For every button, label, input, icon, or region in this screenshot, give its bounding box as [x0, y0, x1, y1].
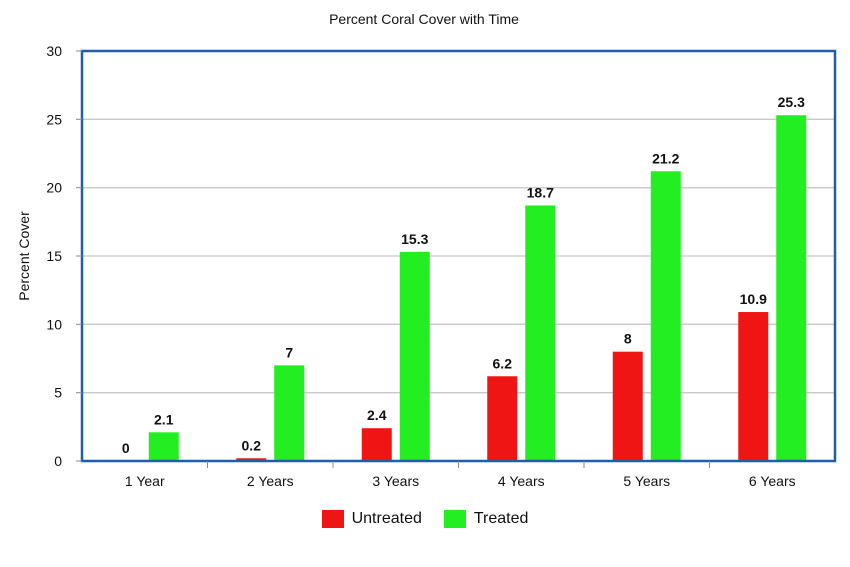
bar-chart: Percent Coral Cover with Time Percent Co…: [16, 11, 837, 489]
legend: Untreated Treated: [0, 510, 850, 528]
data-label: 18.7: [527, 184, 554, 200]
y-tick-label: 30: [46, 43, 62, 59]
bar-treated: [274, 365, 305, 461]
x-tick-label: 3 Years: [372, 473, 419, 489]
legend-swatch-untreated: [321, 510, 344, 528]
axis-ticks: 0 5 10 15 20 25 30 1 Year 2 Years 3 Years 4 Years 5…: [46, 43, 795, 489]
y-axis-label: Percent Cover: [16, 211, 32, 301]
bar-untreated: [236, 458, 267, 461]
data-label: 0: [122, 440, 130, 456]
data-label: 0.2: [242, 437, 262, 453]
bar-untreated: [487, 376, 518, 461]
bar-untreated: [361, 428, 392, 461]
legend-label-untreated: Untreated: [351, 510, 422, 527]
bar-treated: [650, 171, 681, 461]
bar-treated: [148, 432, 179, 461]
y-tick-label: 5: [54, 385, 62, 401]
bar-treated: [776, 115, 807, 461]
bar-treated: [525, 205, 556, 461]
y-tick-label: 25: [46, 111, 62, 127]
data-label: 8: [624, 331, 632, 347]
bar-untreated: [612, 351, 643, 461]
bar-untreated: [738, 312, 769, 461]
bars: [148, 115, 807, 461]
data-label: 2.4: [367, 407, 387, 423]
data-labels: 0 2.1 0.2 7 2.4 15.3 6.2 18.7 8 21.2 10.9 25.3: [122, 94, 805, 456]
legend-swatch-treated: [443, 510, 466, 528]
data-label: 15.3: [401, 231, 428, 247]
legend-label-treated: Treated: [473, 510, 529, 527]
x-tick-label: 1 Year: [125, 473, 165, 489]
x-tick-label: 5 Years: [623, 473, 670, 489]
y-tick-label: 20: [46, 180, 62, 196]
y-tick-label: 15: [46, 248, 62, 264]
data-label: 10.9: [740, 291, 767, 307]
legend-item-untreated: Untreated: [321, 510, 422, 528]
data-label: 25.3: [778, 94, 805, 110]
x-tick-label: 4 Years: [498, 473, 545, 489]
x-tick-label: 6 Years: [749, 473, 796, 489]
y-tick-label: 10: [46, 316, 62, 332]
data-label: 6.2: [493, 355, 513, 371]
data-label: 21.2: [652, 150, 679, 166]
y-tick-label: 0: [54, 453, 62, 469]
data-label: 7: [285, 344, 293, 360]
chart-title: Percent Coral Cover with Time: [329, 11, 519, 27]
data-label: 2.1: [154, 411, 174, 427]
legend-item-treated: Treated: [443, 510, 529, 528]
bar-treated: [399, 251, 430, 461]
x-tick-label: 2 Years: [247, 473, 294, 489]
gridlines: [82, 118, 835, 394]
